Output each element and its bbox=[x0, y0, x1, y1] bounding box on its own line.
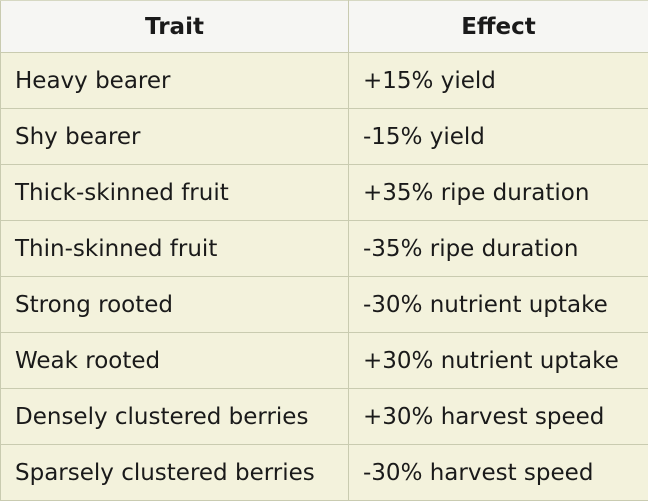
trait-cell: Strong rooted bbox=[1, 277, 349, 333]
table-row: Weak rooted +30% nutrient uptake bbox=[1, 333, 648, 389]
effect-cell: -30% harvest speed bbox=[349, 445, 648, 501]
table-row: Strong rooted -30% nutrient uptake bbox=[1, 277, 648, 333]
trait-cell: Thin-skinned fruit bbox=[1, 221, 349, 277]
table-row: Densely clustered berries +30% harvest s… bbox=[1, 389, 648, 445]
trait-cell: Weak rooted bbox=[1, 333, 349, 389]
header-row: Trait Effect bbox=[1, 1, 648, 53]
trait-cell: Heavy bearer bbox=[1, 53, 349, 109]
table-body: Heavy bearer +15% yield Shy bearer -15% … bbox=[1, 53, 648, 501]
effect-cell: +15% yield bbox=[349, 53, 648, 109]
trait-cell: Thick-skinned fruit bbox=[1, 165, 349, 221]
table-header: Trait Effect bbox=[1, 1, 648, 53]
table-row: Heavy bearer +15% yield bbox=[1, 53, 648, 109]
trait-cell: Densely clustered berries bbox=[1, 389, 349, 445]
trait-cell: Shy bearer bbox=[1, 109, 349, 165]
effect-cell: +30% nutrient uptake bbox=[349, 333, 648, 389]
header-effect: Effect bbox=[349, 1, 648, 53]
trait-cell: Sparsely clustered berries bbox=[1, 445, 349, 501]
effect-cell: -15% yield bbox=[349, 109, 648, 165]
effect-cell: +30% harvest speed bbox=[349, 389, 648, 445]
table-row: Thick-skinned fruit +35% ripe duration bbox=[1, 165, 648, 221]
effect-cell: +35% ripe duration bbox=[349, 165, 648, 221]
header-trait: Trait bbox=[1, 1, 349, 53]
table-row: Sparsely clustered berries -30% harvest … bbox=[1, 445, 648, 501]
table-row: Shy bearer -15% yield bbox=[1, 109, 648, 165]
table-row: Thin-skinned fruit -35% ripe duration bbox=[1, 221, 648, 277]
effect-cell: -35% ripe duration bbox=[349, 221, 648, 277]
effect-cell: -30% nutrient uptake bbox=[349, 277, 648, 333]
